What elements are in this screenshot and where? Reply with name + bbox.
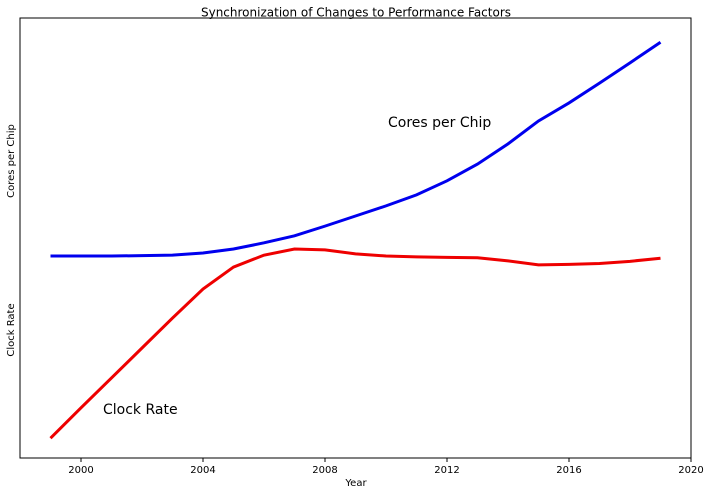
x-tick-label: 2000 <box>68 465 93 476</box>
x-tick-label: 2004 <box>190 465 215 476</box>
line-series <box>50 40 662 258</box>
plot-frame <box>19 17 692 459</box>
x-axis-label: Year <box>344 478 367 489</box>
chart-title: Synchronization of Changes to Performanc… <box>201 6 511 20</box>
y-axis-label: Clock Rate <box>6 303 17 356</box>
x-tick-label: 2016 <box>556 465 581 476</box>
annotation: Clock Rate <box>103 402 178 418</box>
line-series <box>49 247 661 440</box>
x-tick-label: 2020 <box>678 465 703 476</box>
x-tick-label: 2008 <box>312 465 337 476</box>
x-tick-label: 2012 <box>434 465 459 476</box>
y-axis-label: Cores per Chip <box>6 124 17 198</box>
annotation: Cores per Chip <box>388 115 491 131</box>
